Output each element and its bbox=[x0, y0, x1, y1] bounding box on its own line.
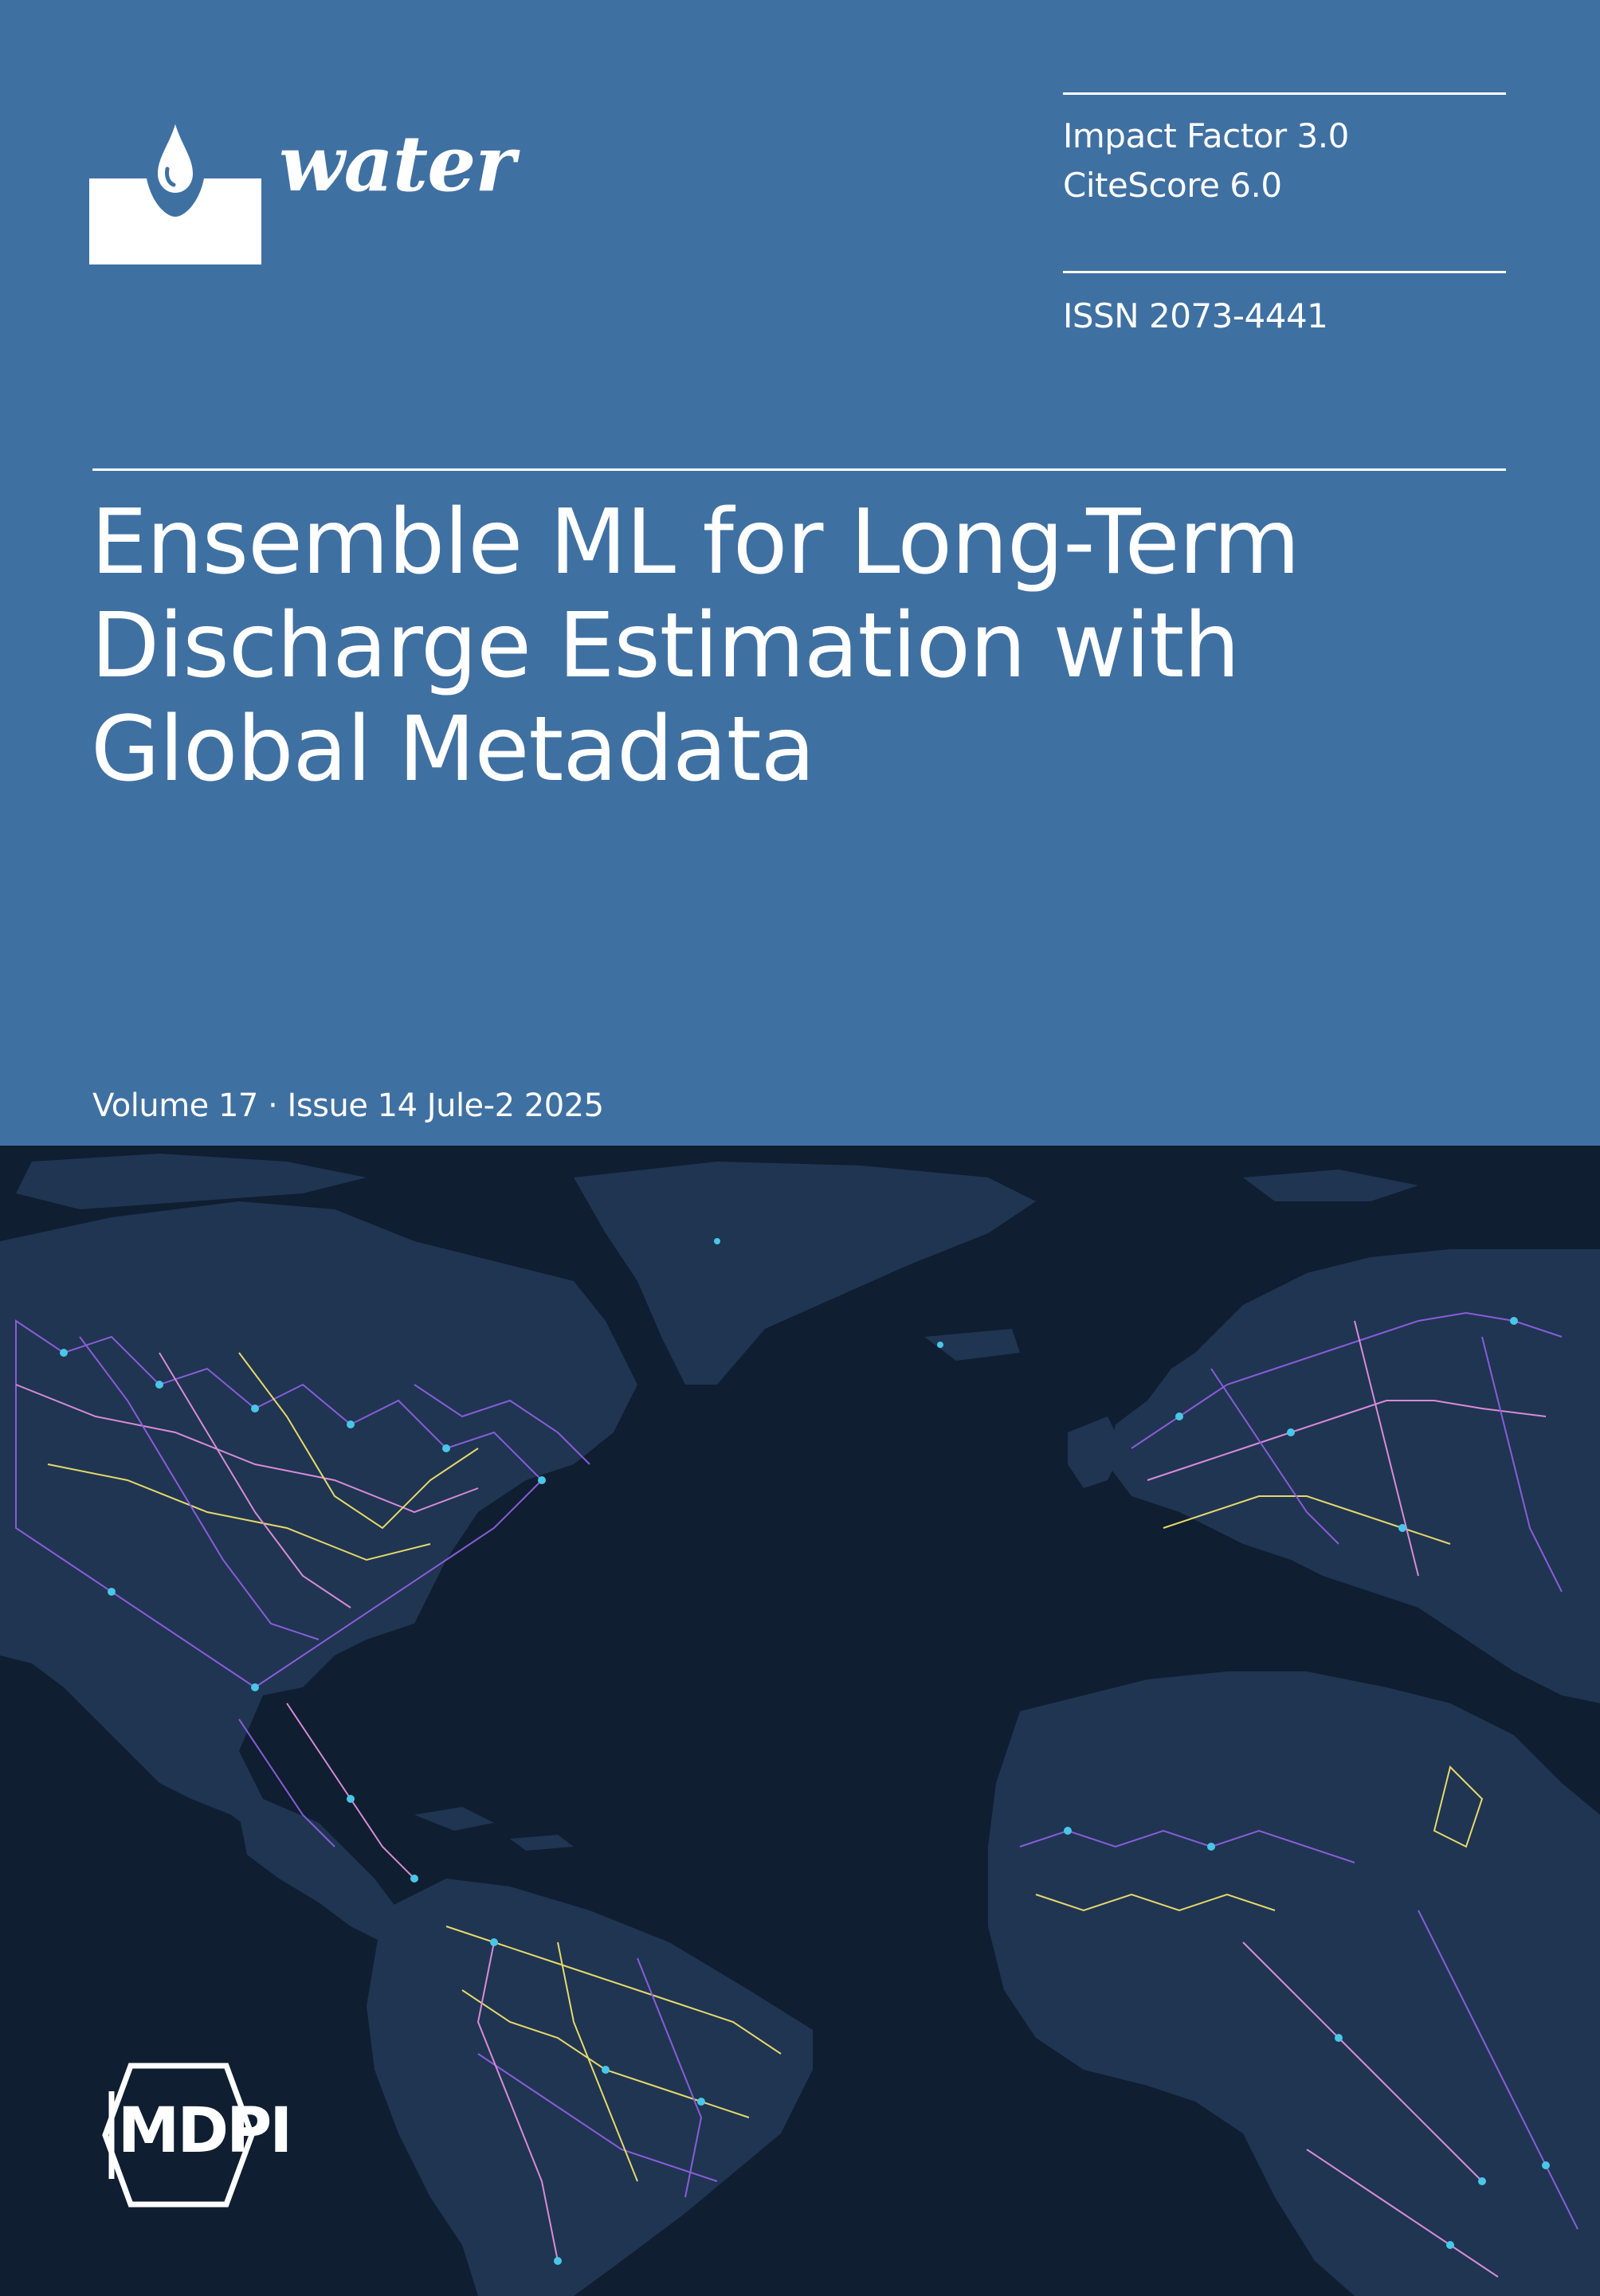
title-line: Global Metadata bbox=[91, 698, 815, 801]
volume-issue: Volume 17 · Issue 14 Jule-2 2025 bbox=[92, 1087, 604, 1124]
divider bbox=[1063, 92, 1506, 95]
title-line: Ensemble ML for Long-Term bbox=[91, 491, 1300, 594]
title-divider bbox=[92, 468, 1506, 471]
impact-factor: Impact Factor 3.0 bbox=[1063, 116, 1349, 155]
divider bbox=[1063, 271, 1506, 273]
world-map-image bbox=[0, 1146, 1600, 2296]
publisher-name: MDPI bbox=[117, 2095, 293, 2167]
station-network-map bbox=[0, 1154, 1600, 2296]
water-drop-icon bbox=[89, 124, 261, 264]
landmass bbox=[0, 1154, 1600, 2296]
article-title: Ensemble ML for Long-Term Discharge Esti… bbox=[91, 491, 1509, 801]
issn: ISSN 2073-4441 bbox=[1063, 296, 1328, 335]
cover-header: water Impact Factor 3.0 CiteScore 6.0 IS… bbox=[0, 0, 1600, 1146]
station-network bbox=[15, 1311, 1578, 2278]
station-points bbox=[60, 1238, 1550, 2265]
hexagon-logo-icon bbox=[102, 2063, 255, 2208]
citescore: CiteScore 6.0 bbox=[1063, 166, 1282, 205]
title-line: Discharge Estimation with bbox=[91, 594, 1240, 698]
journal-name: water bbox=[279, 119, 516, 209]
